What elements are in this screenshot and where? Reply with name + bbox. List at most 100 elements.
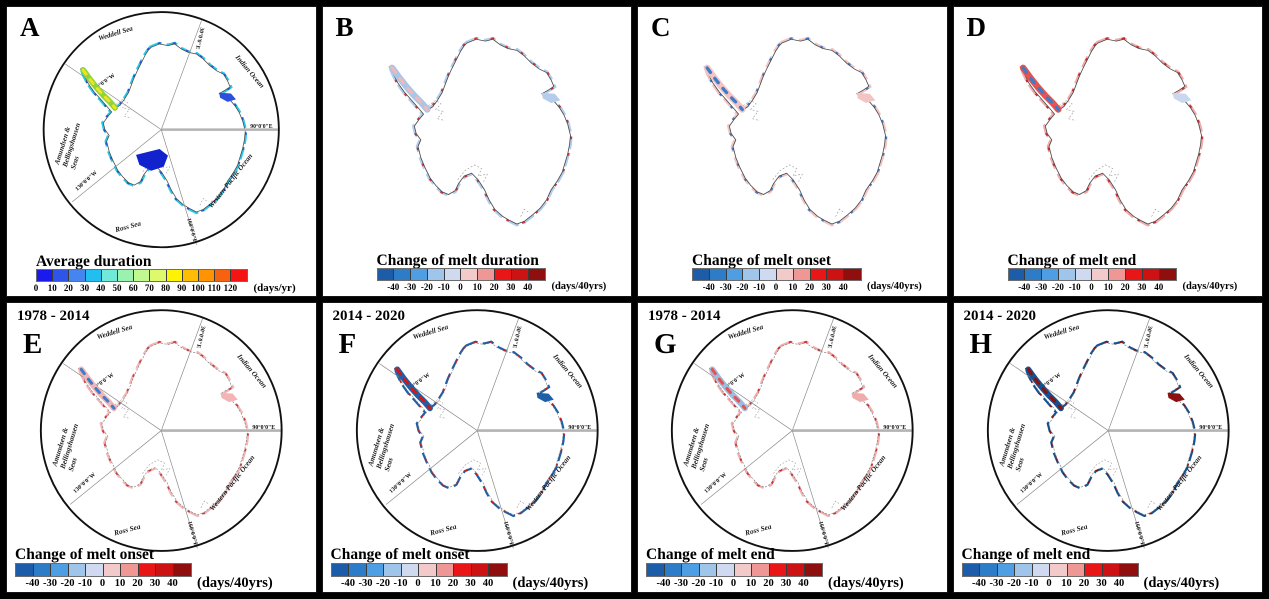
colorbar-tick: 30 xyxy=(80,283,90,293)
colorbar-unit: (days/40yrs) xyxy=(551,281,607,292)
panel-letter: C xyxy=(651,12,671,42)
colorbar-tick: 20 xyxy=(63,283,73,293)
colorbar-diverging: -40 -30 -20 -10 0 10 20 30 40 (days/40yrs) xyxy=(15,563,273,590)
colorbar-segment xyxy=(1050,564,1068,576)
period-label: 2014 - 2020 xyxy=(332,308,406,324)
colorbar-tick: 20 xyxy=(1120,282,1130,292)
colorbar-segment xyxy=(1032,564,1050,576)
colorbar-ticks: 0 10 20 30 40 50 60 70 80 90 100 110 120 xyxy=(34,282,247,295)
panel-letter: A xyxy=(20,12,40,42)
colorbar-segment xyxy=(85,270,102,281)
colorbar-unit: (days/40yrs) xyxy=(512,575,589,591)
colorbar-tick: 30 xyxy=(1096,578,1107,589)
colorbar-segment xyxy=(173,564,191,576)
colorbar-diverging: -40 -30 -20 -10 0 10 20 30 40 (days/40yrs) xyxy=(376,268,607,294)
colorbar-tick: 30 xyxy=(821,282,831,292)
colorbar-tick: -40 xyxy=(656,578,671,589)
colorbar-tick: -10 xyxy=(1024,578,1039,589)
antarctica-map-b xyxy=(323,7,632,259)
colorbar-segment xyxy=(726,269,744,280)
colorbar-segment xyxy=(793,269,811,280)
colorbar-tick: -30 xyxy=(674,578,688,589)
colorbar-segment xyxy=(693,269,710,280)
antarctica-map-h xyxy=(986,308,1230,553)
colorbar-segment xyxy=(1008,269,1026,280)
colorbar-segment xyxy=(489,564,507,576)
colorbar-segment xyxy=(478,269,496,280)
colorbar-tick: 40 xyxy=(482,578,494,589)
colorbar-segment xyxy=(454,564,472,576)
colorbar-swatches xyxy=(961,563,1139,577)
colorbar-tick: 0 xyxy=(458,282,463,292)
colorbar-unit: (days/40yrs) xyxy=(866,281,922,292)
panel-letter: H xyxy=(969,328,993,360)
colorbar-title: Change of melt end xyxy=(961,546,1091,563)
colorbar-title: Change of melt onset xyxy=(330,546,470,563)
colorbar-segment xyxy=(734,564,752,576)
colorbar-tick: -40 xyxy=(972,578,986,589)
colorbar-tick: -30 xyxy=(358,578,373,589)
colorbar-tick: -20 xyxy=(60,578,75,589)
colorbar-tick: 30 xyxy=(780,578,792,589)
colorbar-tick: 120 xyxy=(223,283,238,293)
colorbar-title: Average duration xyxy=(36,253,152,270)
colorbar-tick: 0 xyxy=(415,578,421,589)
colorbar-segment xyxy=(787,564,805,576)
colorbar-segment xyxy=(980,564,998,576)
colorbar-segment xyxy=(1015,564,1033,576)
colorbar-tick: 0 xyxy=(773,282,779,292)
antarctica-map-d xyxy=(954,7,1263,259)
colorbar-tick: 60 xyxy=(128,283,138,293)
colorbar-segment xyxy=(844,269,861,280)
colorbar-segment xyxy=(1109,269,1127,280)
colorbar-title: Change of melt onset xyxy=(15,546,155,563)
colorbar-segment xyxy=(1075,269,1093,280)
colorbar-tick: -20 xyxy=(1007,578,1021,589)
colorbar-diverging: -40 -30 -20 -10 0 10 20 30 40 (days/40yrs) xyxy=(692,268,922,294)
colorbar-segment xyxy=(444,269,462,280)
colorbar-segment xyxy=(103,564,121,576)
colorbar-segment xyxy=(198,270,216,281)
colorbar-segment xyxy=(827,269,845,280)
panel-letter: B xyxy=(335,12,354,42)
colorbar-tick: 0 xyxy=(1089,282,1094,292)
colorbar-unit: (days/40yrs) xyxy=(1182,281,1238,292)
colorbar-tick: 40 xyxy=(1154,282,1164,292)
period-label: 2014 - 2020 xyxy=(963,308,1037,324)
panel-h: 2014 - 2020 H Change of melt end -40 -30-… xyxy=(952,302,1263,593)
colorbar-segment xyxy=(231,270,248,281)
colorbar-tick: -40 xyxy=(387,282,400,292)
colorbar-tick: 20 xyxy=(132,578,143,589)
colorbar-segment xyxy=(647,564,665,576)
colorbar-tick: 20 xyxy=(805,282,815,292)
colorbar-tick: -30 xyxy=(719,282,732,292)
colorbar-segment xyxy=(1085,564,1103,576)
colorbar-segment xyxy=(511,269,529,280)
colorbar-segment xyxy=(495,269,512,280)
colorbar-tick: -10 xyxy=(78,578,92,589)
colorbar-segment xyxy=(682,564,700,576)
colorbar-diverging: -40 -30 -20 -10 0 10 20 30 40 (days/40yrs) xyxy=(961,563,1219,590)
panel-b: B Change of melt duration -40 -30 -20 -10 0 1… xyxy=(321,6,632,297)
colorbar-tick: -20 xyxy=(736,282,749,292)
colorbar-diverging: -40 -30 -20 -10 0 10 20 30 40 (days/40yrs) xyxy=(1007,268,1238,294)
colorbar-segment xyxy=(51,564,69,576)
colorbar-tick: -40 xyxy=(25,578,40,589)
panel-g: 1978 - 2014 G Change of melt end -40 -30-… xyxy=(637,302,948,593)
colorbar-segment xyxy=(150,270,167,281)
antarctica-map-g xyxy=(670,308,914,553)
panel-f: 2014 - 2020 F Change of melt onset -40 -3… xyxy=(321,302,632,593)
colorbar-tick: -30 xyxy=(43,578,57,589)
colorbar-diverging: -40 -30 -20 -10 0 10 20 30 40 (days/40yrs) xyxy=(646,563,904,590)
colorbar-tick: 10 xyxy=(47,283,57,293)
colorbar-segment xyxy=(349,564,367,576)
antarctica-map-a xyxy=(42,10,281,249)
antarctica-map-e xyxy=(39,308,283,553)
colorbar-tick: -20 xyxy=(691,578,706,589)
colorbar-tick: 10 xyxy=(472,282,482,292)
colorbar-swatches xyxy=(1007,268,1178,281)
colorbar-segment xyxy=(37,270,54,281)
colorbar-tick: -10 xyxy=(1068,282,1081,292)
colorbar-ticks: -40 -30 -20 -10 0 10 20 30 40 xyxy=(15,577,190,590)
